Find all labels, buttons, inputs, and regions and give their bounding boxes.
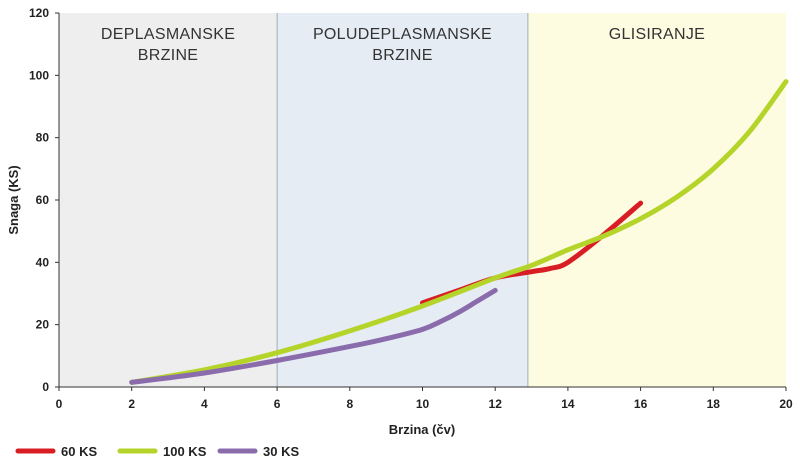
region-label: GLISIRANJE [609, 26, 705, 43]
x-tick-label: 20 [779, 397, 793, 411]
legend-label: 30 KS [263, 444, 299, 459]
x-tick-label: 10 [416, 397, 430, 411]
region-label: POLUDEPLASMANSKE [313, 26, 492, 43]
region-label: BRZINE [138, 47, 198, 64]
x-axis-title: Brzina (čv) [389, 422, 455, 437]
y-tick-label: 40 [36, 255, 50, 269]
x-tick-label: 16 [634, 397, 648, 411]
x-tick-label: 18 [707, 397, 721, 411]
region-band [59, 13, 278, 387]
series-line-100-ks [129, 79, 789, 385]
x-tick-label: 8 [346, 397, 353, 411]
tick-labels: 0 2 4 6 8 10 12 14 16 18 20 0 20 40 60 80 100 120 [29, 6, 793, 411]
y-tick-label: 100 [29, 68, 49, 82]
x-tick-label: 14 [561, 397, 575, 411]
legend-label: 60 KS [61, 444, 97, 459]
y-tick-label: 0 [42, 380, 49, 394]
series-line-30-ks [129, 287, 498, 385]
region-label: DEPLASMANSKE [101, 26, 235, 43]
x-tick-label: 12 [489, 397, 503, 411]
x-tick-label: 0 [56, 397, 63, 411]
region-label: BRZINE [372, 47, 432, 64]
region-band [527, 13, 786, 387]
speed-regions: DEPLASMANSKE BRZINE POLUDEPLASMANSKE BRZINE… [59, 13, 786, 387]
y-tick-label: 80 [36, 131, 50, 145]
x-tick-label: 6 [274, 397, 281, 411]
x-tick-label: 2 [128, 397, 135, 411]
y-axis-title: Snaga (KS) [6, 165, 21, 234]
y-tick-label: 120 [29, 6, 49, 20]
legend-label: 100 KS [163, 444, 207, 459]
series-lines [129, 79, 789, 385]
legend: 60 KS 100 KS 30 KS [15, 444, 299, 459]
x-tick-label: 4 [201, 397, 208, 411]
y-tick-label: 20 [36, 318, 50, 332]
y-tick-label: 60 [36, 193, 50, 207]
region-band [277, 13, 528, 387]
